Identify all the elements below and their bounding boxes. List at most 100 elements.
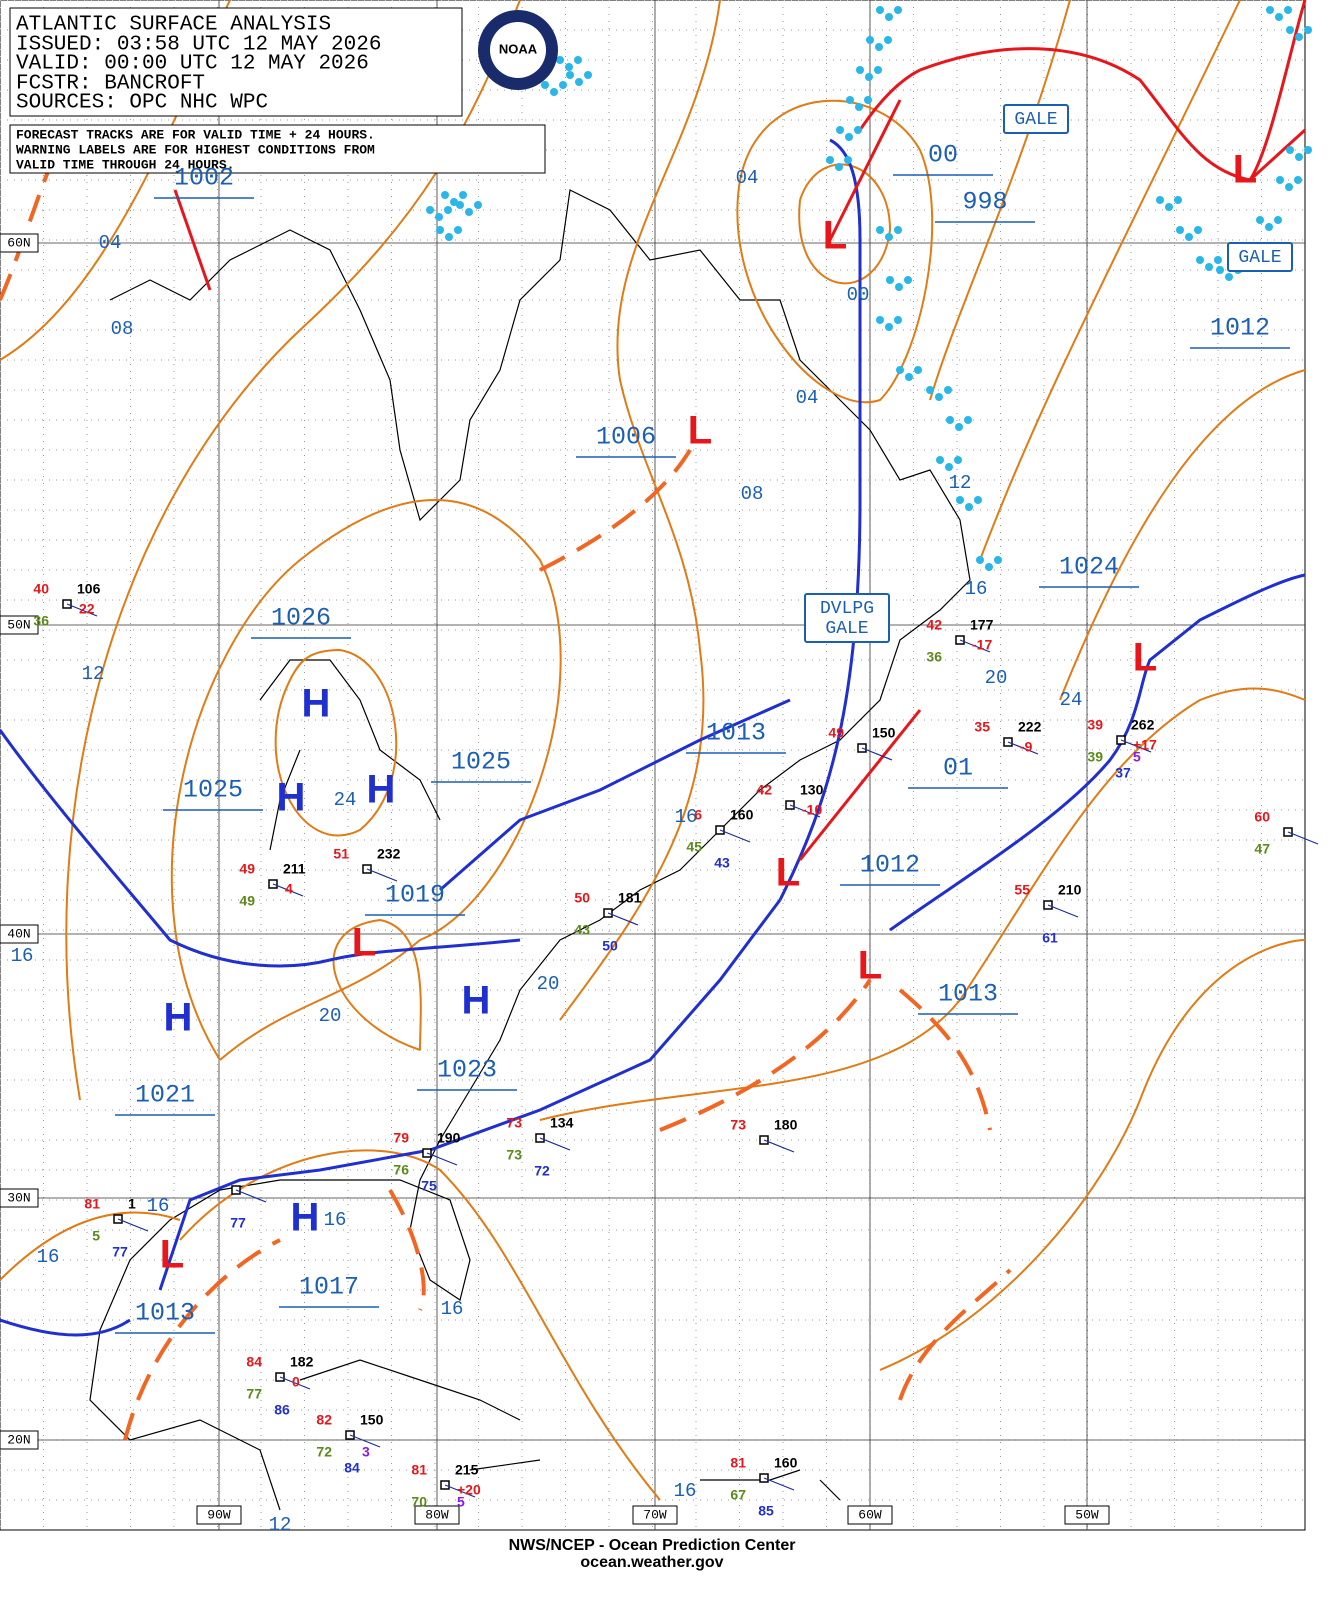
- ice-dot: [444, 206, 452, 214]
- isobar: [929, 0, 1071, 401]
- high-center: H: [302, 682, 331, 726]
- station-pressure: 130: [800, 782, 824, 798]
- note-line: WARNING LABELS ARE FOR HIGHEST CONDITION…: [16, 142, 375, 157]
- ice-dot: [894, 316, 902, 324]
- storm-track: [828, 99, 902, 241]
- wind-barb: [444, 1484, 476, 1498]
- isobar: [879, 939, 1306, 1371]
- ice-dot: [1294, 176, 1302, 184]
- ice-dot: [1295, 33, 1303, 41]
- header-line: FCSTR: BANCROFT: [16, 73, 205, 96]
- lon-label: 60W: [858, 1507, 882, 1522]
- station-sst: 50: [602, 938, 618, 954]
- ice-dot: [926, 386, 934, 394]
- isobar: [274, 648, 398, 837]
- ice-dot: [956, 496, 964, 504]
- lat-box: [0, 1430, 39, 1450]
- isobar-label: 20: [985, 667, 1008, 689]
- wind-barb: [272, 883, 304, 897]
- ice-dot: [876, 6, 884, 14]
- isobar: [798, 163, 892, 285]
- lon-label: 50W: [1075, 1507, 1099, 1522]
- ice-dot: [574, 56, 582, 64]
- ice-dot: [1185, 233, 1193, 241]
- ice-dot: [854, 126, 862, 134]
- isobar: [332, 918, 422, 1051]
- ice-dot: [1274, 216, 1282, 224]
- low-center: L: [823, 214, 847, 258]
- ice-dot: [474, 201, 482, 209]
- isobar-label: 20: [319, 1005, 342, 1027]
- station-pressure: 180: [774, 1117, 798, 1133]
- station-pressure: 160: [774, 1455, 798, 1471]
- isobar-label: 16: [441, 1298, 464, 1320]
- ice-dot: [426, 206, 434, 214]
- low-center: L: [776, 851, 800, 895]
- station-dewpoint: 49: [239, 893, 255, 909]
- station-wave: 5: [457, 1494, 465, 1510]
- low-center: L: [160, 1233, 184, 1277]
- ice-dot: [1276, 176, 1284, 184]
- wind-barb: [117, 1218, 149, 1232]
- wind-barb: [1287, 831, 1319, 845]
- ice-dot: [865, 73, 873, 81]
- stationary-front: [889, 573, 1306, 932]
- wind-barb: [719, 829, 751, 843]
- lon-box: [632, 1505, 678, 1525]
- storm-track: [798, 709, 922, 861]
- warning-label: GALE: [825, 619, 868, 639]
- great-lakes: [259, 659, 441, 851]
- ice-dot: [836, 126, 844, 134]
- wind-barb: [959, 639, 991, 653]
- ice-dot: [1165, 203, 1173, 211]
- pressure-label: 1013: [706, 719, 766, 748]
- station-dewpoint: 36: [926, 649, 942, 665]
- pressure-label: 00: [928, 141, 958, 170]
- warning-label: DVLPG: [820, 599, 874, 619]
- station-temperature: 73: [730, 1117, 746, 1133]
- station-tendency: -17: [972, 637, 992, 653]
- ice-dot: [826, 156, 834, 164]
- high-center: H: [164, 996, 193, 1040]
- ice-dot: [856, 66, 864, 74]
- isobar: [1059, 369, 1306, 701]
- lat-label: 40N: [7, 926, 30, 941]
- isobar-label: 12: [269, 1514, 292, 1536]
- station-pressure: 210: [1058, 882, 1082, 898]
- ice-dot: [541, 81, 549, 89]
- ice-dot: [884, 36, 892, 44]
- ice-dot: [886, 276, 894, 284]
- trough: [388, 1188, 426, 1311]
- high-center: H: [291, 1196, 320, 1240]
- ice-dot: [559, 81, 567, 89]
- isobar: [736, 99, 934, 404]
- isobar: [559, 0, 721, 1021]
- coastlines: [89, 189, 971, 1511]
- pressure-label: 1013: [135, 1299, 195, 1328]
- station-sst: 85: [758, 1503, 774, 1519]
- ice-dot: [454, 226, 462, 234]
- ice-dot: [1156, 196, 1164, 204]
- warning-box: [1003, 104, 1069, 134]
- ice-dot: [1304, 26, 1312, 34]
- wind-barb: [426, 1152, 458, 1166]
- isobars: [0, 0, 1306, 1501]
- lat-label: 60N: [7, 235, 30, 250]
- station-pressure: 150: [360, 1412, 384, 1428]
- footer-line: NWS/NCEP - Ocean Prediction Center: [509, 1537, 796, 1554]
- warm-front: [858, 68, 921, 131]
- lon-box: [414, 1505, 460, 1525]
- station-temperature: 81: [84, 1196, 100, 1212]
- ice-dot: [914, 366, 922, 374]
- low-center: L: [1233, 148, 1257, 192]
- trough: [898, 1268, 1012, 1401]
- note-line: FORECAST TRACKS ARE FOR VALID TIME + 24 …: [16, 127, 375, 142]
- ice-dot: [846, 96, 854, 104]
- station-pressure: 182: [290, 1354, 314, 1370]
- high-center: H: [367, 768, 396, 812]
- station-pressure: 181: [618, 890, 642, 906]
- ice-dot: [976, 556, 984, 564]
- station-dewpoint: 47: [1254, 841, 1270, 857]
- ice-dot: [885, 323, 893, 331]
